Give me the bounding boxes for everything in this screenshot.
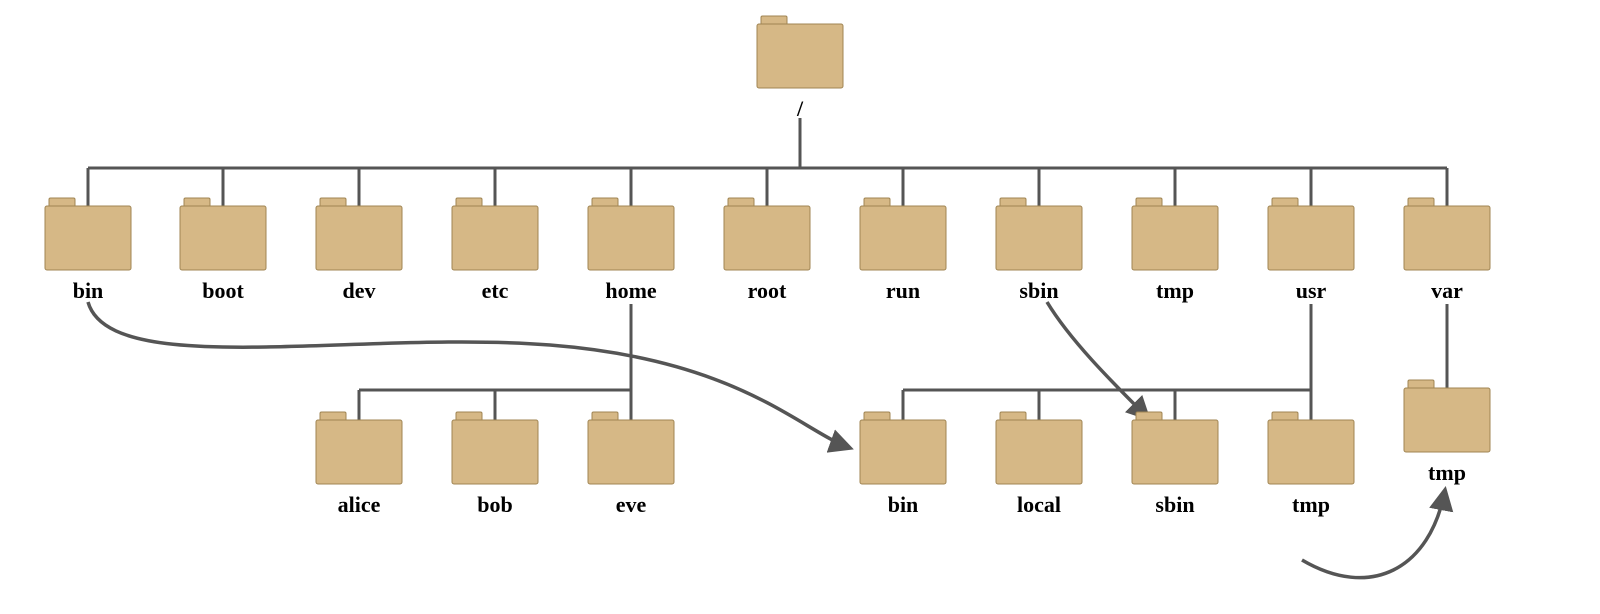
folder-bin: bin <box>45 198 131 303</box>
folder-icon <box>316 420 402 484</box>
folder-label: / <box>796 96 804 121</box>
folder-label: root <box>748 278 787 303</box>
folder-etc: etc <box>452 198 538 303</box>
folder-icon <box>1404 206 1490 270</box>
folder-label: sbin <box>1155 492 1194 517</box>
folder-label: home <box>605 278 657 303</box>
folder-icon <box>724 206 810 270</box>
folder-usbin: sbin <box>1132 412 1218 517</box>
folder-label: var <box>1431 278 1463 303</box>
folder-label: sbin <box>1019 278 1058 303</box>
folder-label: usr <box>1296 278 1327 303</box>
filesystem-tree-diagram: / bin boot dev etc home root run sbin tmp usr var al… <box>0 0 1600 614</box>
folder-icon <box>45 206 131 270</box>
folder-label: local <box>1017 492 1061 517</box>
folder-sbin: sbin <box>996 198 1082 303</box>
folder-icon <box>996 420 1082 484</box>
folder-icon <box>1132 420 1218 484</box>
folder-icon <box>316 206 402 270</box>
folder-icon <box>1404 388 1490 452</box>
folder-label: run <box>886 278 920 303</box>
folder-label: eve <box>616 492 647 517</box>
folder-label: alice <box>338 492 381 517</box>
folder-label: bin <box>73 278 104 303</box>
folder-icon <box>1132 206 1218 270</box>
folder-label: tmp <box>1156 278 1194 303</box>
folder-label: bin <box>888 492 919 517</box>
folder-utmp: tmp <box>1268 412 1354 517</box>
folder-icon <box>860 206 946 270</box>
folder-usr: usr <box>1268 198 1354 303</box>
folder-ubin: bin <box>860 412 946 517</box>
folder-bob: bob <box>452 412 538 517</box>
folder-label: tmp <box>1292 492 1330 517</box>
folder-rootdir: root <box>724 198 810 303</box>
folder-root: / <box>757 16 843 121</box>
folders: / bin boot dev etc home root run sbin tmp usr var al… <box>45 16 1490 517</box>
folder-icon <box>180 206 266 270</box>
sbin-to-usr-sbin <box>1047 302 1148 418</box>
folder-ulocal: local <box>996 412 1082 517</box>
folder-label: boot <box>202 278 244 303</box>
folder-icon <box>757 24 843 88</box>
folder-run: run <box>860 198 946 303</box>
folder-label: tmp <box>1428 460 1466 485</box>
folder-label: etc <box>482 278 509 303</box>
folder-label: dev <box>343 278 376 303</box>
folder-icon <box>1268 420 1354 484</box>
folder-icon <box>588 206 674 270</box>
folder-boot: boot <box>180 198 266 303</box>
folder-icon <box>588 420 674 484</box>
folder-icon <box>452 420 538 484</box>
folder-dev: dev <box>316 198 402 303</box>
folder-label: bob <box>477 492 512 517</box>
symlink-arrows <box>88 302 1445 578</box>
folder-alice: alice <box>316 412 402 517</box>
folder-icon <box>1268 206 1354 270</box>
folder-var: var <box>1404 198 1490 303</box>
folder-tmp: tmp <box>1132 198 1218 303</box>
folder-icon <box>452 206 538 270</box>
folder-icon <box>860 420 946 484</box>
folder-eve: eve <box>588 412 674 517</box>
folder-home: home <box>588 198 674 303</box>
folder-vtmp: tmp <box>1404 380 1490 485</box>
folder-icon <box>996 206 1082 270</box>
